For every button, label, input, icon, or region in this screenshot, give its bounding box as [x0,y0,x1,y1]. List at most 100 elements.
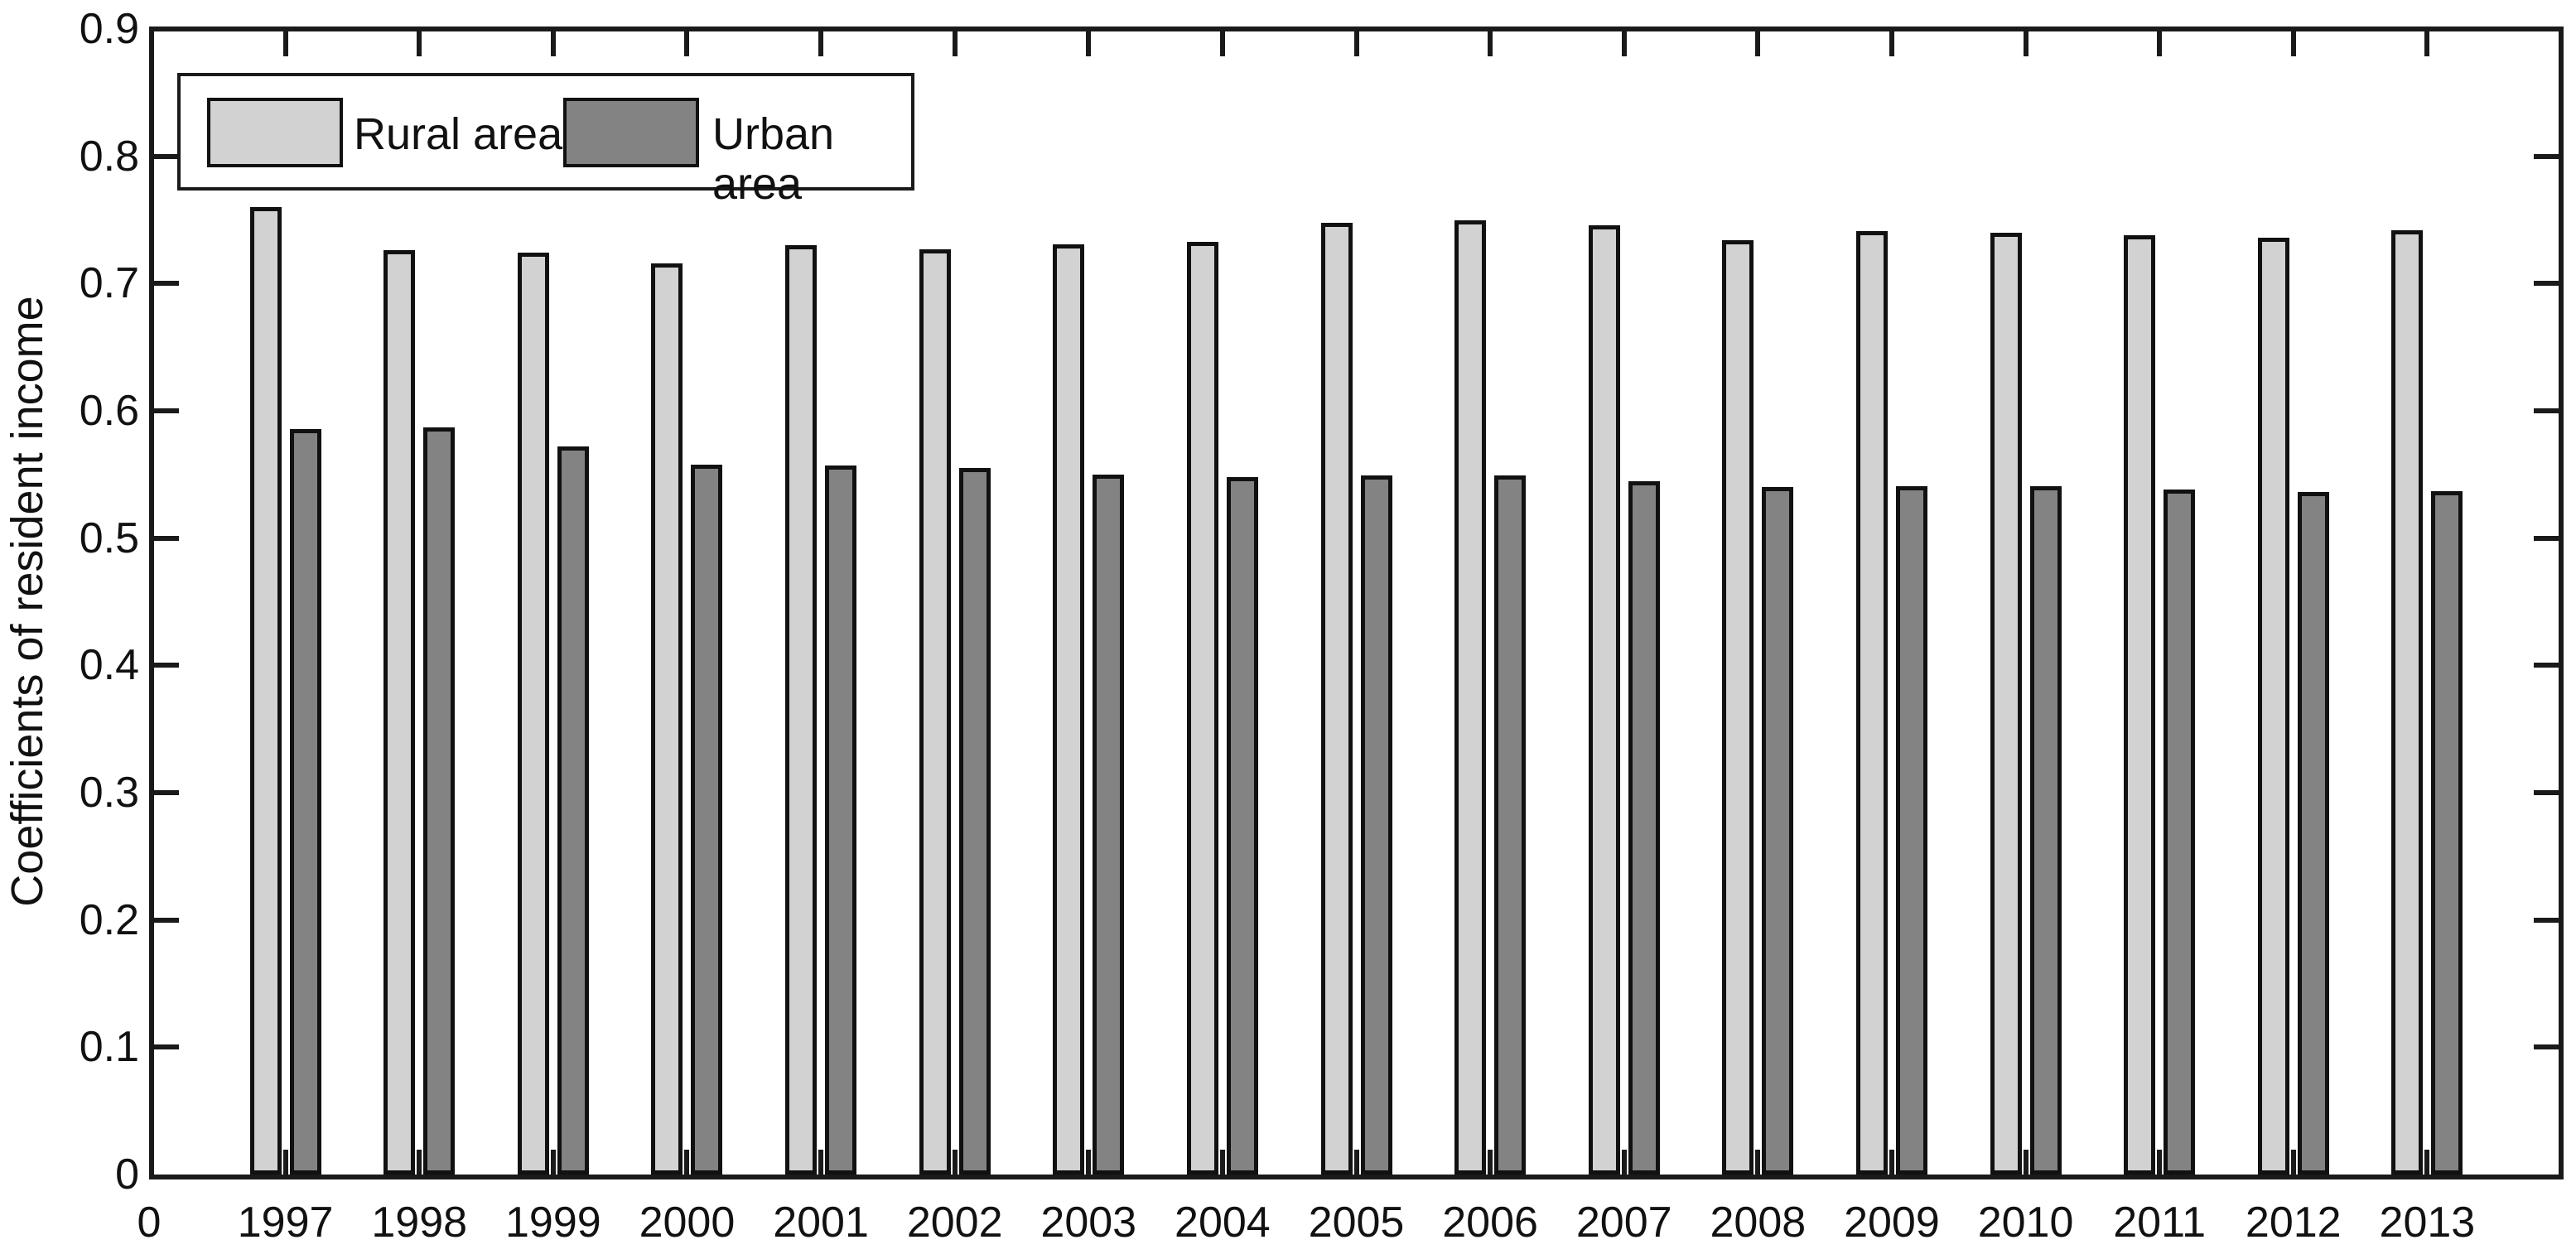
y-tick-label-0: 0 [115,1150,139,1199]
legend-swatch-rural-area [207,98,343,167]
x-tick-label-2011: 2011 [2113,1199,2207,1247]
x-tick-label-1998: 1998 [371,1199,468,1247]
y-tick-right [2534,281,2559,287]
x-tick-top-2008 [1755,31,1761,56]
bar-rural-2003 [1053,244,1085,1175]
y-tick-left [154,535,179,541]
x-tick-top-1999 [550,31,556,56]
x-tick-label-1997: 1997 [237,1199,334,1247]
bar-urban-2000 [691,464,723,1175]
bar-rural-2006 [1454,219,1487,1175]
bar-urban-2001 [825,465,857,1175]
bar-rural-2009 [1855,231,1888,1175]
bar-rural-1999 [517,253,549,1175]
x-tick-bottom-2004 [1219,1150,1225,1175]
x-tick-label-2004: 2004 [1175,1199,1271,1247]
bar-rural-2008 [1722,240,1754,1175]
bar-rural-2011 [2124,234,2156,1175]
x-tick-bottom-2010 [2023,1150,2028,1175]
x-tick-bottom-2008 [1755,1150,1761,1175]
bar-urban-2005 [1360,475,1392,1175]
x-tick-top-2009 [1889,31,1894,56]
y-tick-right [2534,1044,2559,1050]
x-tick-bottom-2000 [684,1150,690,1175]
y-tick-label-0.8: 0.8 [79,132,139,181]
x-tick-label-0: 0 [137,1199,162,1247]
y-tick-label-0.6: 0.6 [79,387,139,435]
x-tick-label-1999: 1999 [504,1199,601,1247]
x-tick-bottom-2005 [1353,1150,1359,1175]
x-tick-label-2013: 2013 [2379,1199,2476,1247]
x-tick-top-2004 [1219,31,1225,56]
x-tick-label-2005: 2005 [1308,1199,1405,1247]
x-tick-bottom-2009 [1889,1150,1894,1175]
bar-urban-2012 [2297,492,2329,1175]
x-tick-bottom-1999 [550,1150,556,1175]
legend-label-rural-area: Rural area [354,109,563,159]
bar-rural-2010 [1990,232,2022,1175]
y-tick-label-0.7: 0.7 [79,259,139,308]
bar-urban-2003 [1093,474,1125,1175]
x-tick-top-2007 [1621,31,1627,56]
bar-urban-1997 [289,428,321,1175]
bar-rural-2013 [2391,229,2424,1175]
bar-urban-2002 [958,468,991,1175]
y-tick-left [154,153,179,159]
y-tick-left [154,663,179,668]
x-tick-top-2006 [1488,31,1493,56]
x-tick-label-2009: 2009 [1844,1199,1940,1247]
x-tick-top-2002 [952,31,958,56]
x-tick-bottom-2007 [1621,1150,1627,1175]
y-tick-label-0.3: 0.3 [79,769,139,817]
y-tick-right [2534,917,2559,923]
legend-label-urban-area: Urban area [712,109,835,209]
bar-rural-2005 [1320,222,1353,1175]
x-tick-bottom-2012 [2290,1150,2296,1175]
bar-rural-2000 [651,263,683,1175]
y-tick-label-0.9: 0.9 [79,5,139,53]
y-tick-label-0.4: 0.4 [79,641,139,690]
x-tick-top-2000 [684,31,690,56]
bar-urban-2007 [1628,480,1660,1175]
bar-urban-1998 [423,427,456,1175]
x-tick-top-2005 [1353,31,1359,56]
x-tick-label-2010: 2010 [1977,1199,2074,1247]
bar-rural-2007 [1588,224,1620,1175]
y-tick-left [154,1044,179,1050]
x-tick-bottom-1998 [417,1150,422,1175]
bar-urban-2006 [1494,475,1527,1175]
x-tick-bottom-2013 [2424,1150,2430,1175]
bar-rural-2001 [785,245,818,1175]
x-tick-bottom-2011 [2157,1150,2163,1175]
bar-rural-2012 [2257,238,2289,1175]
y-tick-right [2534,790,2559,795]
y-tick-left [154,408,179,413]
y-tick-right [2534,408,2559,413]
x-tick-top-2003 [1086,31,1092,56]
y-tick-left [154,917,179,923]
y-tick-label-0.5: 0.5 [79,514,139,562]
x-tick-label-2002: 2002 [906,1199,1003,1247]
x-tick-top-2001 [818,31,824,56]
y-tick-right [2534,663,2559,668]
y-tick-left [154,790,179,795]
legend-swatch-urban-area [563,98,699,167]
x-tick-label-2001: 2001 [773,1199,869,1247]
x-tick-top-1997 [282,31,288,56]
bar-rural-1997 [249,207,282,1175]
bar-urban-2011 [2164,490,2196,1175]
y-axis-title: Coefficients of resident income [2,296,52,907]
x-tick-top-2012 [2290,31,2296,56]
legend: Rural area Urban area [177,73,914,209]
plot-area [149,27,2564,1179]
x-tick-bottom-2001 [818,1150,824,1175]
y-tick-right [2534,535,2559,541]
x-tick-bottom-2006 [1488,1150,1493,1175]
x-tick-top-2011 [2157,31,2163,56]
bar-rural-1998 [384,250,416,1175]
x-tick-bottom-2003 [1086,1150,1092,1175]
bar-urban-2010 [2029,485,2062,1175]
bar-urban-2013 [2431,490,2463,1175]
x-tick-label-2012: 2012 [2245,1199,2342,1247]
